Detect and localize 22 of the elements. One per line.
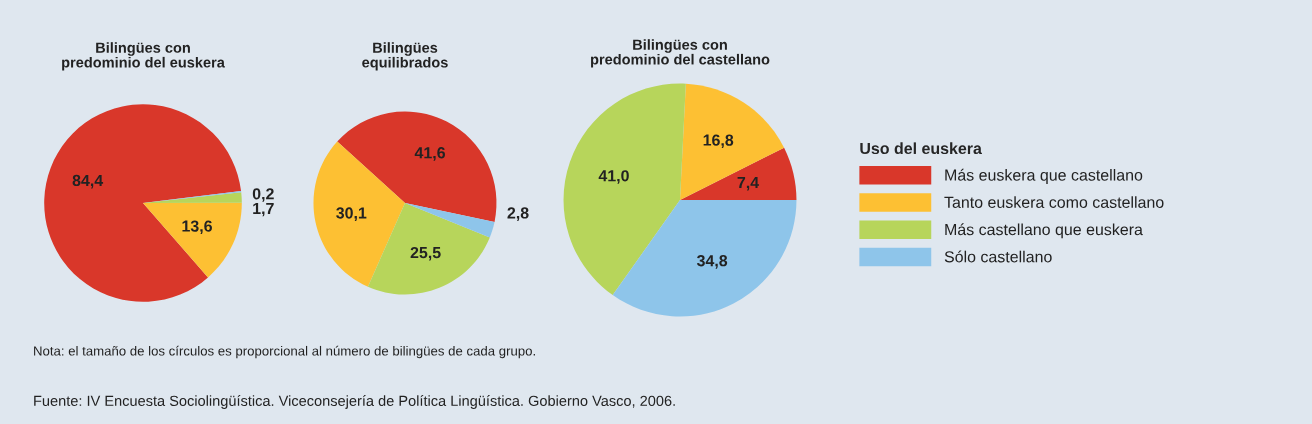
data-label: 1,7 xyxy=(253,202,274,217)
legend-label: Más castellano que euskera xyxy=(945,223,1143,239)
data-label: 16,8 xyxy=(703,134,734,149)
data-label: 41,6 xyxy=(414,147,445,161)
data-label: 2,8 xyxy=(507,207,529,221)
data-label: 34,8 xyxy=(696,255,728,269)
legend-label: Sólo castellano xyxy=(944,250,1052,263)
legend-label: Más euskera que castellano xyxy=(945,168,1143,184)
data-label: 84,4 xyxy=(72,174,104,189)
chart-title: Bilingües con predominio del euskera xyxy=(62,42,225,71)
data-label: 13,6 xyxy=(182,220,212,235)
text: Nota: el tamaño de los círculos es proporcional al número de bilingües de cada grupo. xyxy=(34,345,535,359)
legend-label: Tanto euskera como castellano xyxy=(944,196,1164,208)
data-label: 41,0 xyxy=(598,170,629,184)
legend-title: Uso del euskera xyxy=(860,142,982,155)
data-label: 0,2 xyxy=(252,188,274,202)
chart-title: Bilingües con predominio del castellano xyxy=(591,39,770,68)
chart-title: Bilingües equilibrados xyxy=(362,42,448,71)
data-label: 7,4 xyxy=(737,177,760,191)
data-label: 25,5 xyxy=(410,246,441,261)
data-label: 30,1 xyxy=(336,207,367,221)
source-note: Fuente: IV Encuesta Sociolingüística. Viceconsejería de Política Lingüística. Gobierno Vasco, 2006. xyxy=(34,395,675,409)
